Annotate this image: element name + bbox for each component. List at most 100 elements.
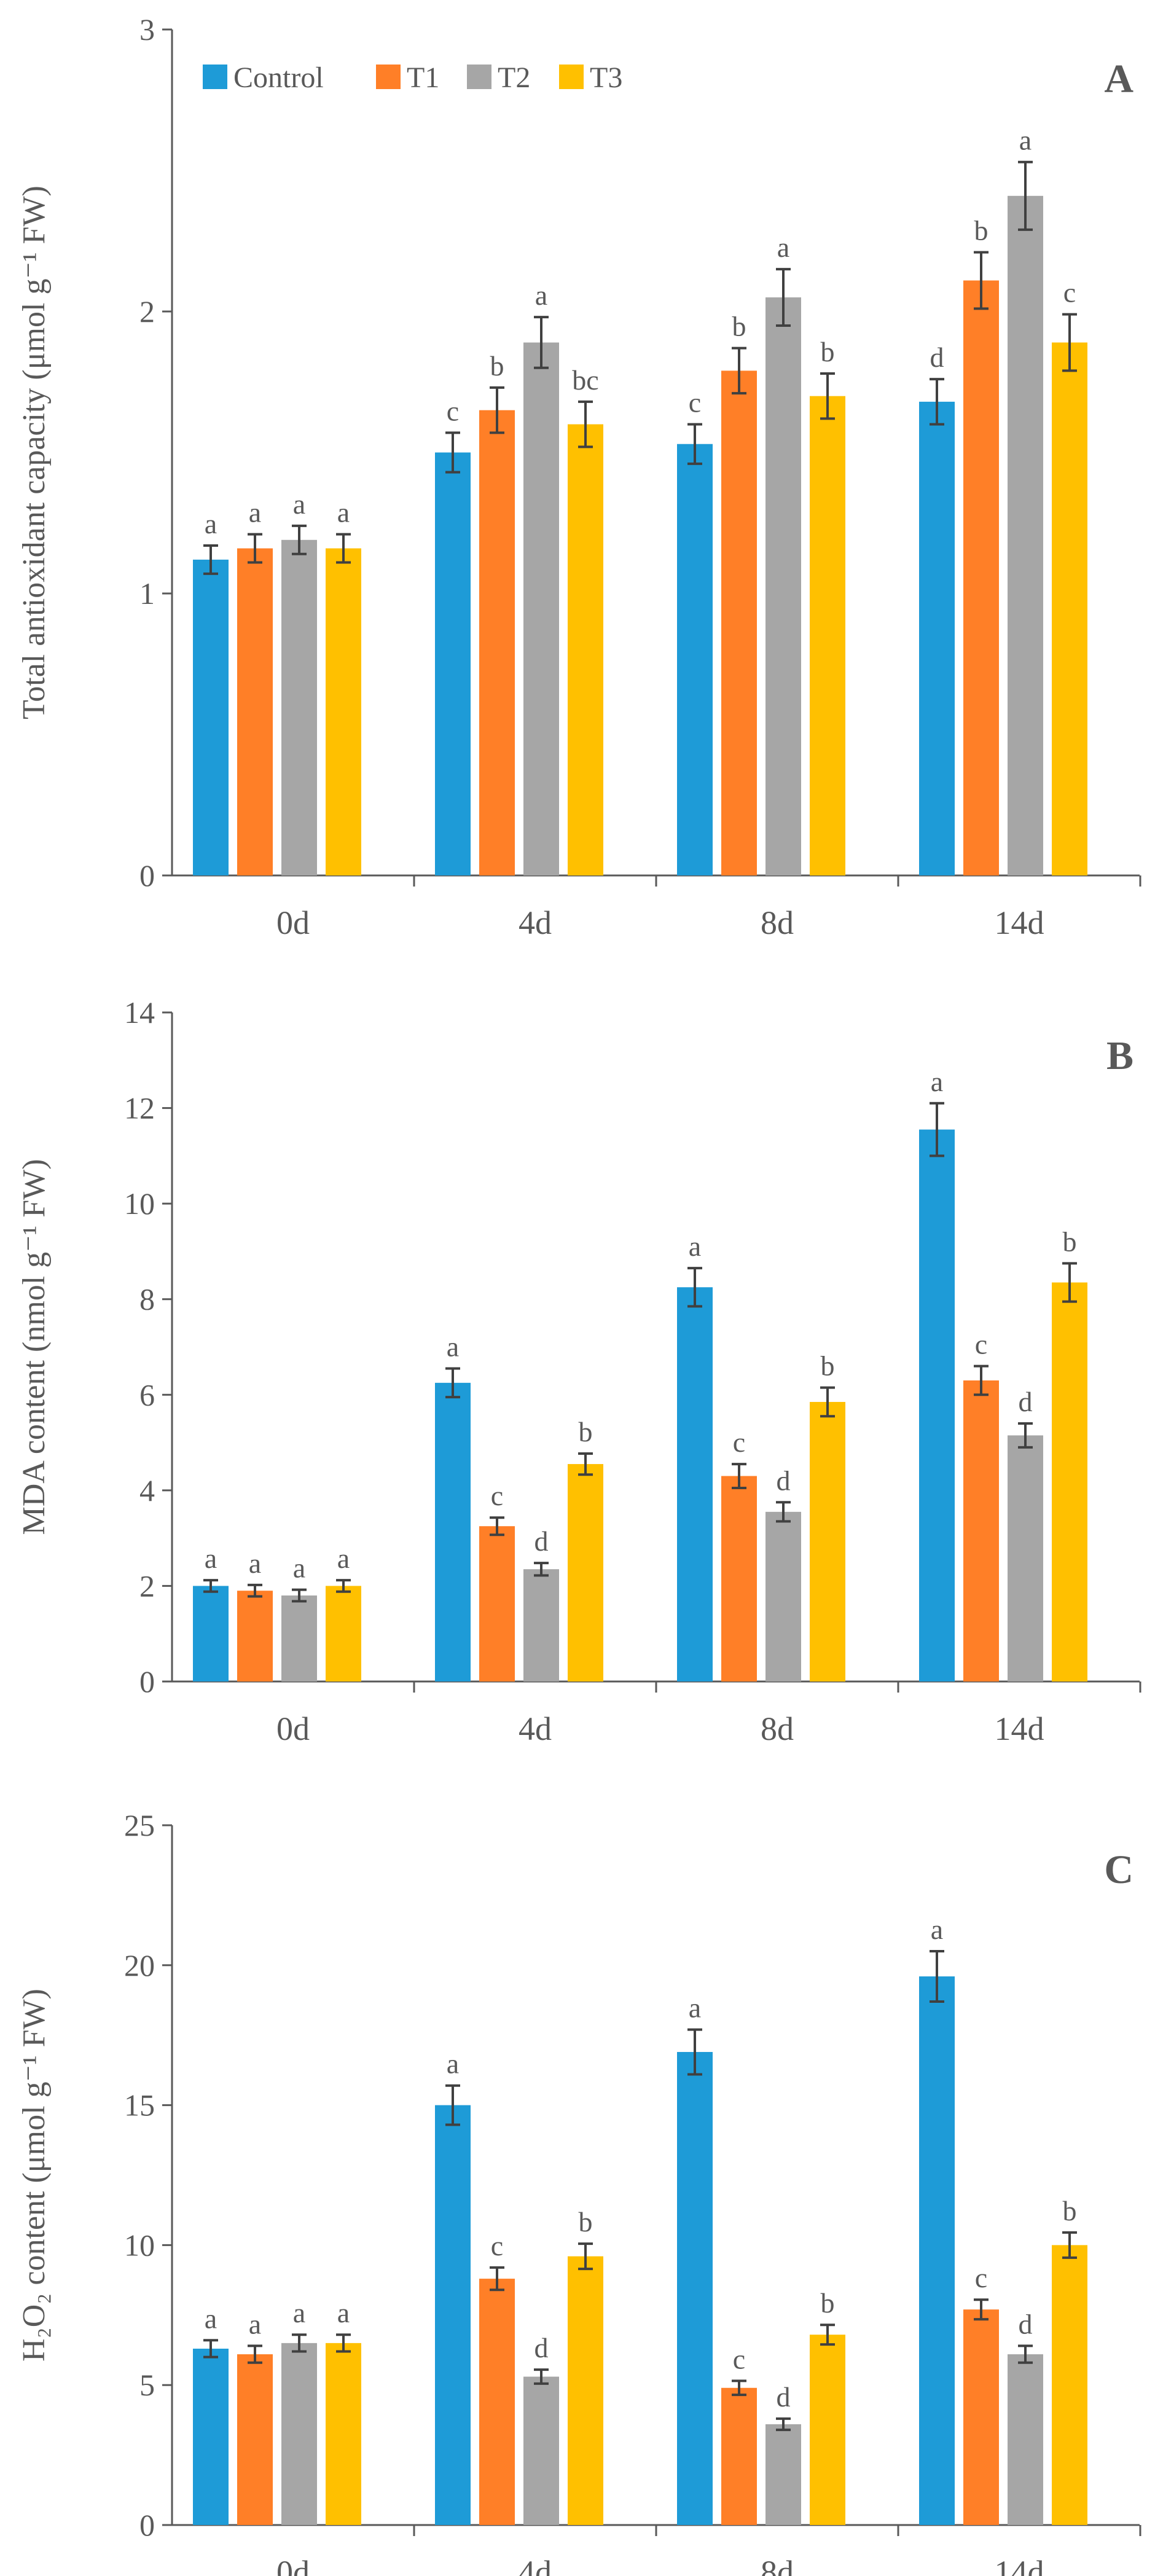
legend-swatch — [559, 65, 584, 89]
legend-swatch — [376, 65, 401, 89]
significance-letter: b — [1063, 2195, 1077, 2226]
bar-control-14d — [919, 1976, 955, 2525]
legend-item-t3: T3 — [559, 61, 622, 94]
significance-letter: a — [447, 1331, 459, 1363]
bar-t3-8d — [810, 1401, 845, 1681]
y-axis-title: MDA content (nmol g⁻¹ FW) — [17, 1159, 52, 1535]
y-tick-label: 25 — [124, 1808, 155, 1842]
panel-b: 0 2 4 6 8 10 12 14 MDA content (nmol g⁻¹ FW) 0d 4d… — [17, 995, 1141, 1747]
legend-item-control: Control — [203, 61, 324, 94]
y-tick-label: 0 — [139, 858, 155, 893]
y-tick-label: 20 — [124, 1948, 155, 1983]
bar-t3-8d — [810, 396, 845, 875]
bar-t1-14d — [963, 1380, 999, 1681]
significance-letter: d — [534, 1525, 549, 1557]
x-category-label: 0d — [276, 2554, 310, 2576]
y-tick-label: 10 — [124, 1186, 155, 1221]
bar-t1-0d — [237, 1591, 273, 1681]
significance-letter: a — [777, 232, 789, 263]
x-category-label: 4d — [519, 904, 552, 941]
legend-label: T2 — [498, 61, 530, 94]
y-tick-label: 10 — [124, 2228, 155, 2262]
x-category-label: 14d — [995, 1710, 1044, 1747]
bar-t1-8d — [721, 2387, 757, 2525]
bar-t3-14d — [1052, 1282, 1087, 1681]
bar-control-8d — [677, 2052, 713, 2525]
bar-control-4d — [435, 2105, 471, 2525]
significance-letter: d — [930, 342, 944, 373]
bar-t1-4d — [479, 1526, 515, 1681]
y-tick-label: 14 — [124, 995, 155, 1030]
bar-t3-14d — [1052, 342, 1087, 875]
significance-letter: d — [1019, 2308, 1033, 2339]
legend-label: T3 — [590, 61, 622, 94]
significance-letter: a — [689, 1992, 701, 2024]
bar-t2-0d — [281, 1595, 317, 1681]
bar-t2-4d — [523, 342, 559, 875]
significance-letter: d — [534, 2332, 549, 2363]
significance-letter: a — [535, 280, 547, 311]
bar-t2-8d — [765, 2424, 801, 2525]
bar-t1-8d — [721, 370, 757, 875]
legend-label: T1 — [407, 61, 439, 94]
bar-t3-0d — [326, 2343, 361, 2525]
significance-letter: a — [293, 1552, 305, 1584]
bar-t1-0d — [237, 2354, 273, 2525]
significance-letter: b — [974, 215, 989, 246]
x-category-label: 8d — [761, 1710, 794, 1747]
significance-letter: a — [1019, 125, 1032, 156]
bar-control-4d — [435, 452, 471, 875]
significance-letter: a — [337, 497, 350, 528]
x-category-label: 8d — [761, 2554, 794, 2576]
significance-letter: a — [249, 497, 261, 528]
x-category-label: 8d — [761, 904, 794, 941]
significance-letter: b — [579, 2206, 593, 2237]
bar-t3-4d — [568, 1464, 603, 1681]
significance-letter: bc — [572, 364, 598, 396]
bar-t1-4d — [479, 410, 515, 875]
significance-letter: c — [689, 387, 701, 418]
bar-control-8d — [677, 1287, 713, 1681]
bar-t2-14d — [1008, 2354, 1043, 2525]
bar-t2-8d — [765, 297, 801, 875]
y-tick-label: 0 — [139, 1664, 155, 1699]
x-category-label: 4d — [519, 2554, 552, 2576]
significance-letter: a — [249, 1548, 261, 1579]
bar-t1-4d — [479, 2279, 515, 2525]
bar-control-0d — [193, 2348, 229, 2525]
significance-letter: a — [293, 488, 305, 520]
legend-item-t2: T2 — [467, 61, 530, 94]
bar-t1-0d — [237, 548, 273, 875]
y-tick-label: 4 — [139, 1473, 155, 1508]
bar-t3-8d — [810, 2335, 845, 2525]
significance-letter: c — [447, 395, 459, 426]
significance-letter: d — [777, 2381, 791, 2413]
significance-letter: c — [491, 1480, 503, 1511]
legend-swatch — [203, 65, 227, 89]
bar-t3-14d — [1052, 2245, 1087, 2525]
y-tick-label: 2 — [139, 294, 155, 329]
significance-letter: c — [733, 1427, 745, 1458]
y-tick-label: 2 — [139, 1568, 155, 1603]
significance-letter: a — [337, 1543, 350, 1574]
significance-letter: a — [293, 2297, 305, 2328]
significance-letter: c — [733, 2343, 745, 2374]
y-axis-title: Total antioxidant capacity (μmol g⁻¹ FW) — [17, 186, 52, 719]
significance-letter: a — [205, 2303, 217, 2334]
bar-control-4d — [435, 1382, 471, 1681]
bar-t3-0d — [326, 548, 361, 875]
significance-letter: c — [1063, 277, 1076, 308]
y-axis-title: H₂O₂ content (μmol g⁻¹ FW) — [17, 1989, 52, 2362]
bar-control-14d — [919, 401, 955, 875]
significance-letter: a — [205, 508, 217, 539]
bar-t1-14d — [963, 280, 999, 875]
bar-t1-14d — [963, 2309, 999, 2525]
bar-control-14d — [919, 1129, 955, 1681]
significance-letter: c — [975, 1329, 987, 1360]
y-tick-label: 3 — [139, 12, 155, 47]
y-tick-label: 8 — [139, 1282, 155, 1317]
y-tick-label: 5 — [139, 2368, 155, 2402]
bar-control-0d — [193, 1586, 229, 1681]
significance-letter: b — [732, 311, 746, 342]
